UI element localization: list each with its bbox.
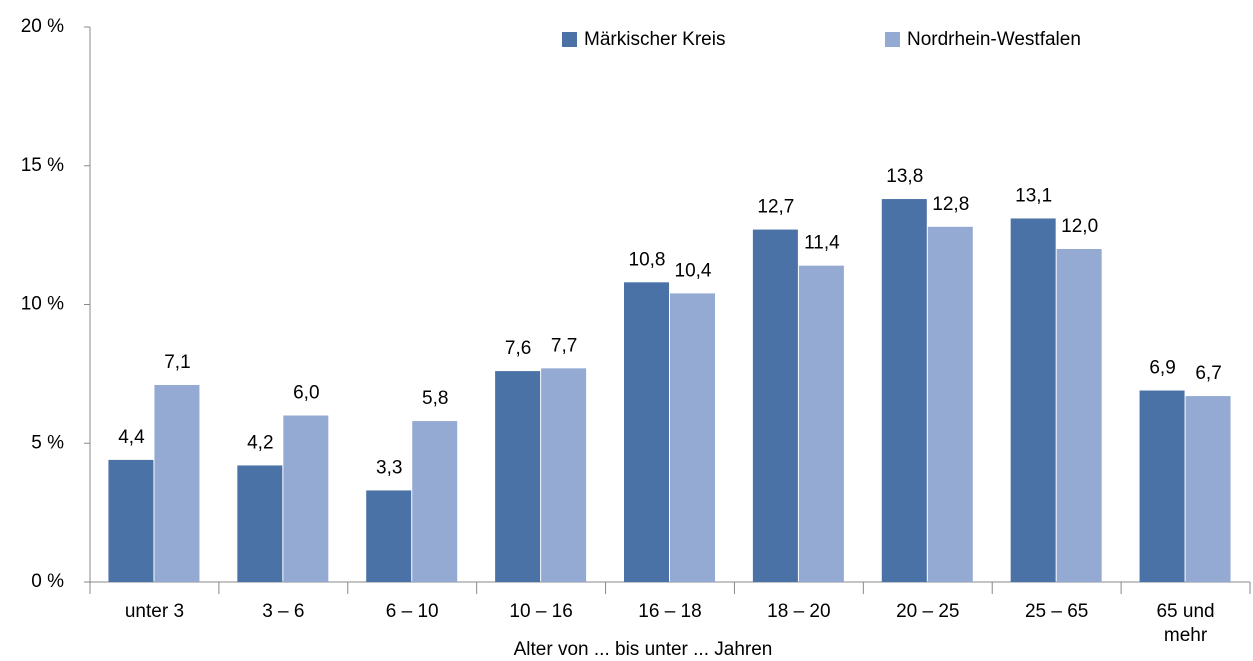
data-label: 13,1: [1015, 185, 1052, 206]
bar: [541, 368, 587, 582]
data-label: 10,4: [675, 260, 712, 281]
x-tick-label-box: 20 – 25: [896, 601, 960, 622]
x-tick-label: 65 und mehr: [1156, 601, 1215, 646]
y-tick-label: 5 %: [31, 432, 64, 453]
bar: [237, 465, 283, 582]
bar: [927, 226, 973, 583]
y-tick-label: 20 %: [21, 16, 64, 37]
data-label: 6,9: [1149, 358, 1175, 379]
data-label: 12,8: [932, 194, 969, 215]
data-label: 6,0: [293, 383, 319, 404]
y-tick-label: 10 %: [21, 294, 64, 315]
data-label: 11,4: [804, 233, 840, 254]
bar: [881, 199, 927, 583]
bar: [1139, 390, 1185, 582]
x-tick-label-box: 6 – 10: [385, 601, 439, 622]
x-tick-label-box: 18 – 20: [767, 601, 831, 622]
bar: [1010, 218, 1056, 582]
legend-label: Nordrhein-Westfalen: [907, 29, 1081, 50]
data-label: 3,3: [376, 457, 402, 478]
x-tick-label-box: 10 – 16: [509, 601, 573, 622]
x-tick-label: 16 – 18: [638, 601, 702, 622]
data-label: 6,7: [1195, 363, 1221, 384]
legend-label: Märkischer Kreis: [584, 29, 725, 50]
bar: [366, 490, 412, 582]
legend-swatch: [885, 32, 900, 47]
x-axis-title: Alter von ... bis unter ... Jahren: [514, 639, 773, 660]
x-tick-label: unter 3: [124, 601, 185, 622]
data-label: 7,1: [164, 352, 190, 373]
y-tick-label: 0 %: [31, 571, 64, 592]
data-label: 12,0: [1061, 216, 1098, 237]
x-tick-label-box: 65 und mehr: [1156, 601, 1215, 646]
x-tick-label: 18 – 20: [767, 601, 831, 622]
bar: [495, 371, 541, 582]
bar: [108, 459, 154, 582]
bar: [752, 229, 798, 582]
bar: [798, 265, 844, 582]
bar: [670, 293, 715, 582]
data-label: 5,8: [422, 388, 448, 409]
x-tick-label-box: 3 – 6: [262, 601, 305, 622]
data-label: 7,7: [551, 335, 577, 356]
data-label: 7,6: [505, 338, 531, 359]
x-tick-label: 10 – 16: [509, 601, 573, 622]
legend-swatch: [562, 32, 577, 47]
bar: [1056, 249, 1102, 582]
x-tick-label-box: 16 – 18: [638, 601, 702, 622]
bar: [283, 415, 329, 582]
x-tick-label: 3 – 6: [262, 601, 305, 622]
x-tick-label-box: 25 – 65: [1024, 601, 1089, 622]
bar: [154, 384, 200, 582]
x-tick-label: 6 – 10: [385, 601, 439, 622]
y-tick-label: 15 %: [21, 155, 64, 176]
x-tick-label: 20 – 25: [896, 601, 960, 622]
bar: [624, 282, 669, 582]
data-label: 4,4: [118, 427, 145, 448]
bar: [1185, 396, 1231, 582]
data-label: 10,8: [629, 249, 666, 270]
data-label: 13,8: [886, 166, 923, 187]
x-tick-label: 25 – 65: [1024, 601, 1089, 622]
data-label: 4,2: [247, 432, 273, 453]
bar: [412, 421, 458, 582]
data-label: 12,7: [757, 197, 794, 218]
x-tick-label-box: unter 3: [124, 601, 185, 622]
